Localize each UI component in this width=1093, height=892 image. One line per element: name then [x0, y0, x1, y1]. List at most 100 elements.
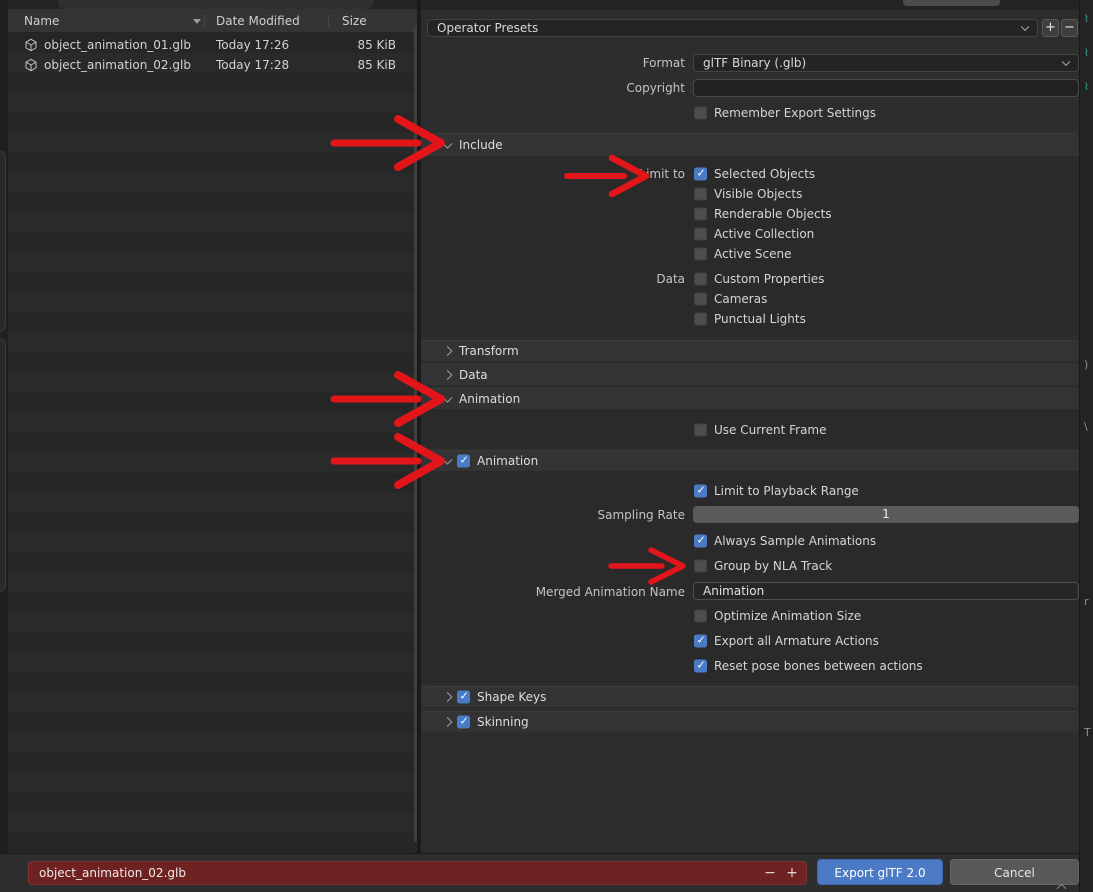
active-collection-row[interactable]: Active Collection — [421, 225, 1079, 243]
shape-keys-checkbox[interactable] — [457, 690, 470, 704]
file-name: object_animation_02.glb — [44, 58, 191, 72]
sort-filter-icon[interactable] — [193, 19, 201, 24]
limit-playback-row[interactable]: Limit to Playback Range — [421, 482, 1079, 500]
custom-properties-row[interactable]: Data Custom Properties — [421, 270, 1079, 288]
export-armature-checkbox[interactable] — [694, 634, 707, 648]
mesh-cube-icon — [25, 38, 37, 52]
cropped-text-fragment: ) — [1084, 358, 1089, 371]
format-label: Format — [642, 56, 685, 70]
file-row[interactable]: object_animation_02.glb Today 17:28 85 K… — [8, 55, 414, 75]
column-header-name[interactable]: Name — [24, 14, 60, 28]
remember-settings-label: Remember Export Settings — [714, 106, 877, 120]
always-sample-row[interactable]: Always Sample Animations — [421, 532, 1079, 550]
animation-enable-checkbox[interactable] — [457, 454, 470, 468]
renderable-objects-row[interactable]: Renderable Objects — [421, 205, 1079, 223]
punctual-lights-checkbox[interactable] — [694, 312, 707, 326]
custom-properties-checkbox[interactable] — [694, 272, 707, 286]
format-value: glTF Binary (.glb) — [703, 56, 807, 70]
animation-section-header[interactable]: Animation — [421, 388, 1079, 409]
format-row: Format glTF Binary (.glb) — [421, 54, 1079, 72]
adjacent-editor-sliver: ⌇ ⌇ ⌇ ) \ r T — [1079, 0, 1093, 892]
cropped-outliner-icon: ⌇ — [1084, 82, 1089, 93]
copyright-input[interactable] — [693, 79, 1079, 97]
filename-increment-button[interactable]: + — [786, 865, 798, 881]
file-list: object_animation_01.glb Today 17:26 85 K… — [8, 33, 414, 853]
selected-objects-checkbox[interactable] — [694, 167, 707, 181]
reset-pose-row[interactable]: Reset pose bones between actions — [421, 657, 1079, 675]
cameras-checkbox[interactable] — [694, 292, 707, 306]
limit-to-selected-row[interactable]: Limit to Selected Objects — [421, 165, 1079, 183]
active-collection-label: Active Collection — [714, 227, 815, 241]
file-list-scrollbar[interactable] — [414, 26, 417, 842]
chevron-down-icon — [1061, 57, 1071, 67]
renderable-objects-checkbox[interactable] — [694, 207, 707, 221]
column-header-date[interactable]: Date Modified — [216, 14, 300, 28]
group-nla-checkbox[interactable] — [694, 559, 707, 573]
optimize-checkbox[interactable] — [694, 609, 707, 623]
punctual-lights-row[interactable]: Punctual Lights — [421, 310, 1079, 328]
shape-keys-title: Shape Keys — [477, 690, 547, 704]
column-divider[interactable] — [204, 15, 205, 27]
limit-playback-checkbox[interactable] — [694, 484, 707, 498]
include-section-title: Include — [459, 138, 503, 152]
use-current-frame-row[interactable]: Use Current Frame — [421, 421, 1079, 439]
cropped-text-fragment: r — [1084, 595, 1089, 608]
transform-section-title: Transform — [459, 344, 519, 358]
copyright-row: Copyright — [421, 79, 1079, 97]
merged-name-input[interactable] — [693, 582, 1079, 600]
expand-chevron-icon — [442, 392, 453, 403]
chevron-down-icon — [1020, 22, 1030, 32]
group-nla-row[interactable]: Group by NLA Track — [421, 557, 1079, 575]
data-section-header[interactable]: Data — [421, 364, 1079, 385]
collapse-chevron-icon — [442, 370, 453, 380]
operator-presets-dropdown[interactable]: Operator Presets — [427, 19, 1038, 37]
cropped-text-fragment: T — [1084, 726, 1091, 739]
always-sample-checkbox[interactable] — [694, 534, 707, 548]
add-preset-button[interactable]: + — [1042, 19, 1059, 37]
region-tab-handle[interactable] — [0, 150, 6, 332]
expand-chevron-icon — [442, 454, 453, 465]
skinning-checkbox[interactable] — [457, 715, 470, 729]
execute-bar: − + Export glTF 2.0 Cancel — [0, 853, 1079, 892]
optimize-label: Optimize Animation Size — [714, 609, 862, 623]
visible-objects-checkbox[interactable] — [694, 187, 707, 201]
file-name: object_animation_01.glb — [44, 38, 191, 52]
animation-subpanel-body — [421, 471, 1079, 684]
reset-pose-label: Reset pose bones between actions — [714, 659, 923, 673]
filename-input[interactable] — [28, 861, 807, 885]
active-scene-checkbox[interactable] — [694, 247, 707, 261]
remember-settings-checkbox[interactable] — [694, 106, 707, 120]
visible-objects-row[interactable]: Visible Objects — [421, 185, 1079, 203]
shape-keys-section-header[interactable]: Shape Keys — [421, 686, 1079, 707]
active-collection-checkbox[interactable] — [694, 227, 707, 241]
collapse-chevron-icon — [442, 692, 453, 702]
renderable-objects-label: Renderable Objects — [714, 207, 832, 221]
column-divider[interactable] — [328, 15, 329, 27]
visible-objects-label: Visible Objects — [714, 187, 803, 201]
export-gltf-button[interactable]: Export glTF 2.0 — [817, 859, 943, 885]
cancel-button[interactable]: Cancel — [950, 859, 1079, 885]
animation-subpanel-header[interactable]: Animation — [421, 450, 1079, 471]
region-tab-handle[interactable] — [0, 338, 6, 592]
include-section-header[interactable]: Include — [421, 133, 1079, 156]
skinning-section-header[interactable]: Skinning — [421, 711, 1079, 732]
remember-settings-row[interactable]: Remember Export Settings — [421, 104, 1079, 122]
include-section-body — [421, 156, 1079, 336]
export-armature-row[interactable]: Export all Armature Actions — [421, 632, 1079, 650]
column-header-size[interactable]: Size — [342, 14, 367, 28]
transform-section-header[interactable]: Transform — [421, 340, 1079, 361]
export-options-panel: Operator Presets + − Format glTF Binary … — [421, 0, 1079, 853]
optimize-row[interactable]: Optimize Animation Size — [421, 607, 1079, 625]
filename-decrement-button[interactable]: − — [764, 865, 776, 881]
reset-pose-checkbox[interactable] — [694, 659, 707, 673]
cameras-row[interactable]: Cameras — [421, 290, 1079, 308]
remove-preset-button[interactable]: − — [1061, 19, 1078, 37]
format-dropdown[interactable]: glTF Binary (.glb) — [693, 54, 1079, 72]
active-scene-row[interactable]: Active Scene — [421, 245, 1079, 263]
file-row[interactable]: object_animation_01.glb Today 17:26 85 K… — [8, 35, 414, 55]
group-nla-label: Group by NLA Track — [714, 559, 833, 573]
animation-subpanel-title: Animation — [477, 454, 539, 468]
use-current-frame-checkbox[interactable] — [694, 423, 707, 437]
data-section-title: Data — [459, 368, 488, 382]
sampling-rate-slider[interactable]: 1 — [693, 506, 1079, 523]
